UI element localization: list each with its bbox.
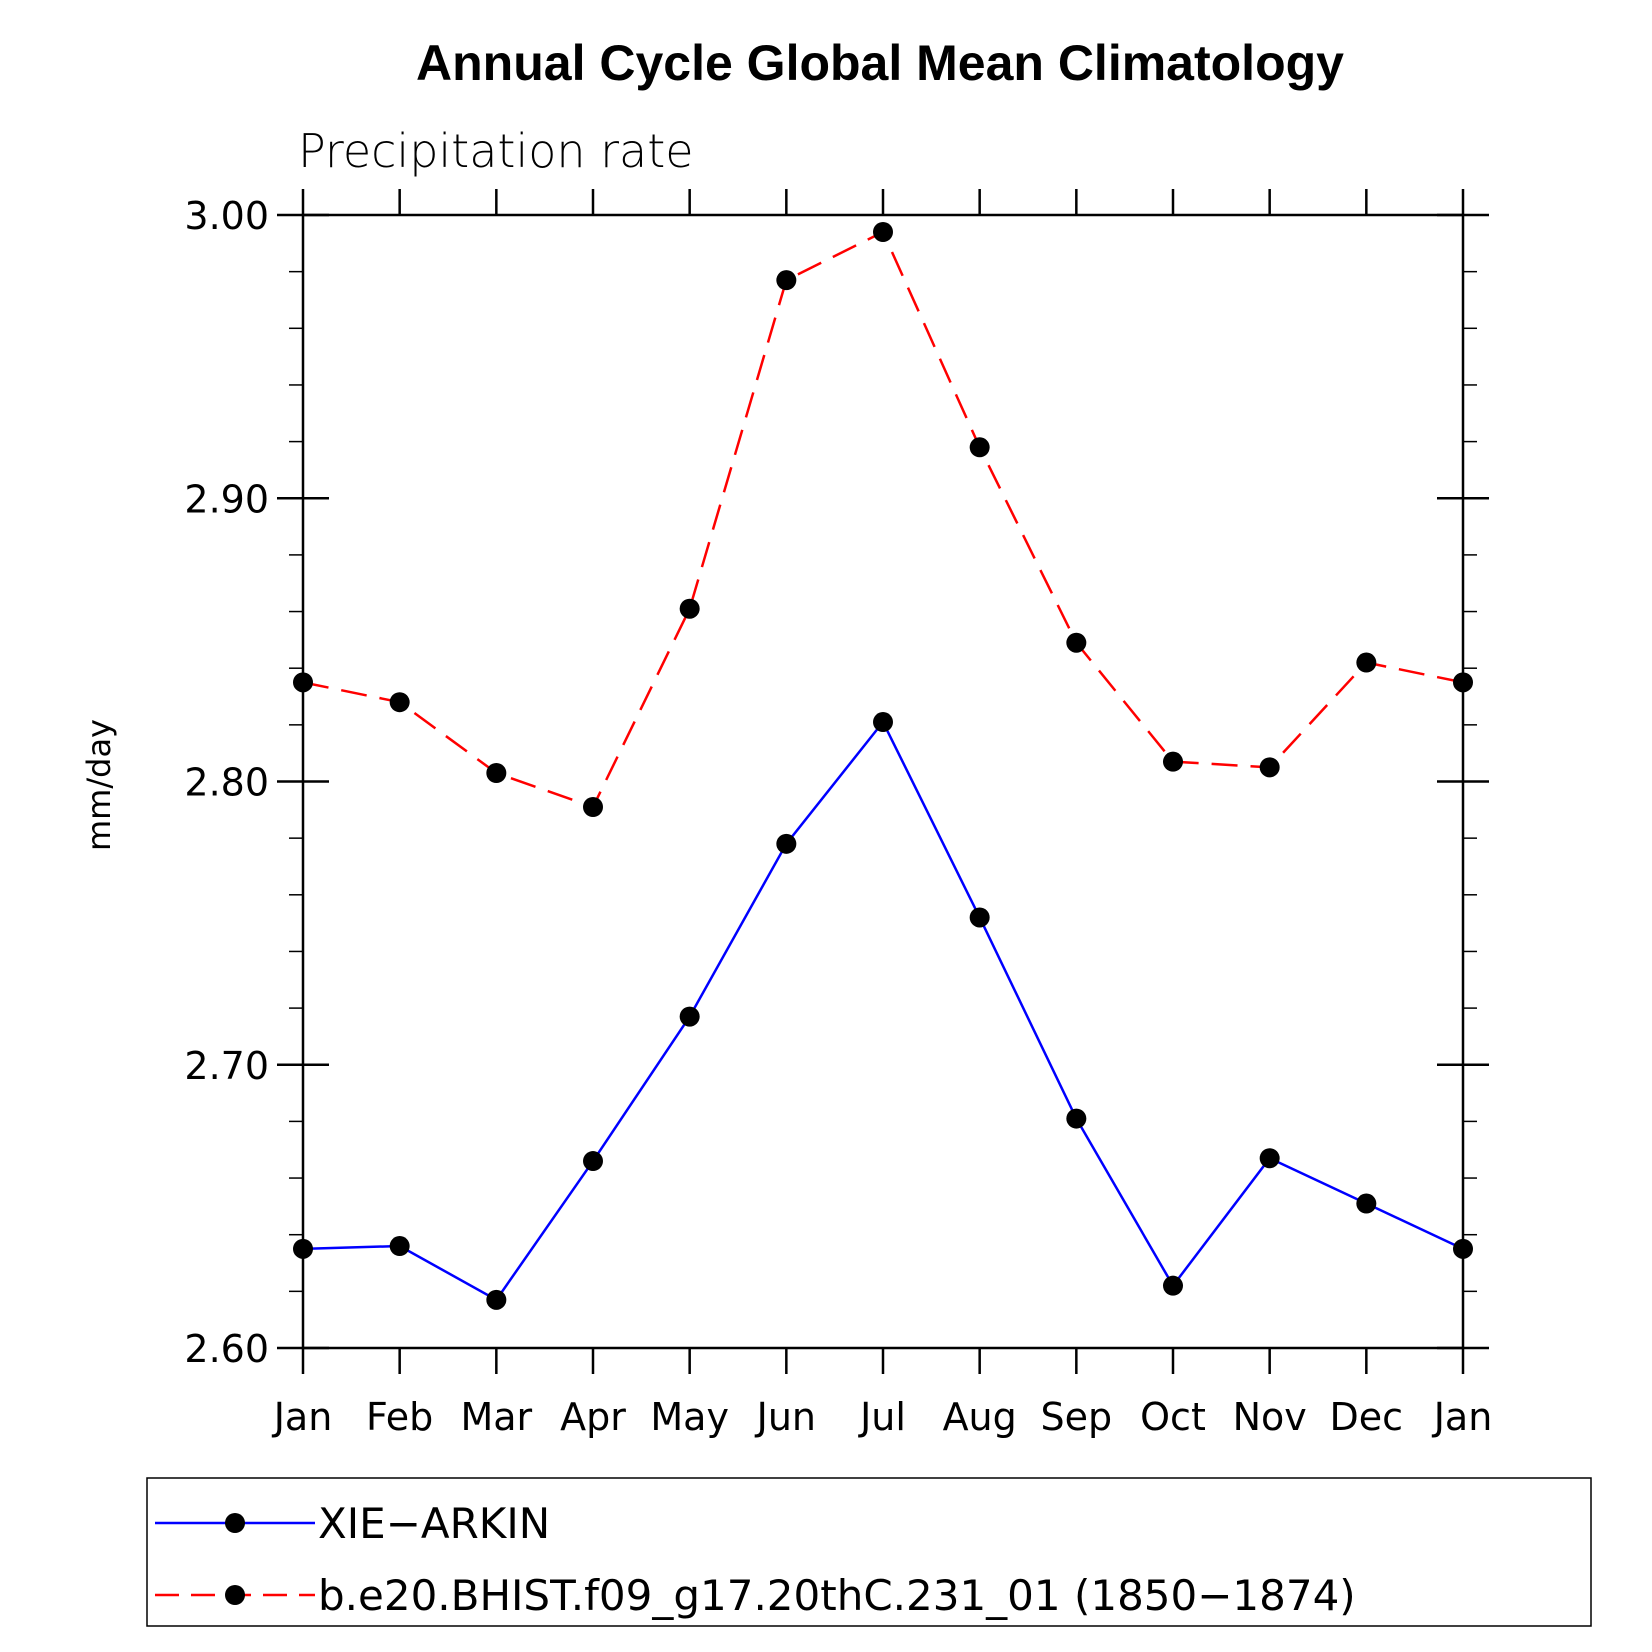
x-tick-label: Sep <box>1041 1395 1113 1439</box>
series-0-point <box>583 1151 603 1172</box>
series-0-point <box>293 1238 313 1259</box>
legend-box <box>146 1477 1592 1627</box>
series-0-point <box>873 712 893 733</box>
y-axis-label: mm/day <box>80 719 118 851</box>
axis-ticks <box>277 189 1489 1374</box>
x-tick-label: Aug <box>943 1395 1017 1439</box>
series-0-point <box>1356 1193 1377 1214</box>
chart-subtitle: Precipitation rate <box>298 124 694 178</box>
x-tick-label: Dec <box>1330 1395 1404 1439</box>
legend-marker-0 <box>225 1513 245 1533</box>
series-0-point <box>679 1006 700 1027</box>
series-1-point <box>293 672 313 693</box>
series-1-point <box>1066 632 1087 653</box>
series-1-point <box>873 221 893 242</box>
series-1-point <box>486 763 507 784</box>
x-tick-label: Jul <box>858 1395 906 1439</box>
x-tick-label: Feb <box>366 1395 433 1439</box>
x-tick-label: May <box>650 1395 729 1439</box>
x-tick-label: Nov <box>1233 1395 1307 1439</box>
y-tick-label: 2.80 <box>184 761 269 805</box>
x-tick-label: Oct <box>1140 1395 1206 1439</box>
series-1-point <box>679 598 700 619</box>
y-tick-labels: 2.60 2.70 2.80 2.90 3.00 <box>184 194 269 1371</box>
series-0-point <box>1066 1108 1087 1129</box>
x-tick-label: Jun <box>755 1395 816 1439</box>
y-tick-label: 2.60 <box>184 1327 269 1371</box>
series-0-point <box>389 1236 410 1257</box>
legend: XIE−ARKIN b.e20.BHIST.f09_g17.20thC.231_0… <box>155 1499 1356 1620</box>
series-1-point <box>1453 672 1473 693</box>
legend-label-0: XIE−ARKIN <box>318 1499 550 1548</box>
x-tick-label: Mar <box>460 1395 532 1439</box>
series-0-point <box>1453 1238 1473 1259</box>
series-0-point <box>969 907 990 928</box>
series-layer <box>293 221 1473 1310</box>
series-1-point <box>969 437 990 458</box>
legend-marker-1 <box>225 1585 245 1605</box>
y-tick-label: 2.70 <box>184 1044 269 1088</box>
x-tick-label: Apr <box>560 1395 626 1439</box>
series-0-point <box>1163 1275 1183 1296</box>
x-tick-label: Jan <box>272 1395 333 1439</box>
series-0-point <box>486 1289 507 1310</box>
series-1-point <box>776 270 797 291</box>
series-1-point <box>389 692 410 713</box>
legend-label-1: b.e20.BHIST.f09_g17.20thC.231_01 (1850−1… <box>318 1571 1356 1620</box>
chart-title: Annual Cycle Global Mean Climatology <box>416 35 1344 91</box>
series-1-point <box>1163 751 1183 772</box>
series-0-point <box>1259 1148 1280 1169</box>
y-tick-label: 2.90 <box>184 477 269 521</box>
series-line-0 <box>302 719 1464 1302</box>
series-1-point <box>583 796 603 817</box>
x-tick-label: Jan <box>1432 1395 1493 1439</box>
plot-frame <box>301 213 1465 1350</box>
series-0-point <box>776 833 797 854</box>
x-tick-labels: Jan Feb Mar Apr May Jun Jul Aug Sep Oct Nov Dec Jan <box>272 1395 1493 1439</box>
series-1-point <box>1356 652 1377 673</box>
y-tick-label: 3.00 <box>184 194 269 238</box>
series-1-point <box>1259 757 1280 778</box>
